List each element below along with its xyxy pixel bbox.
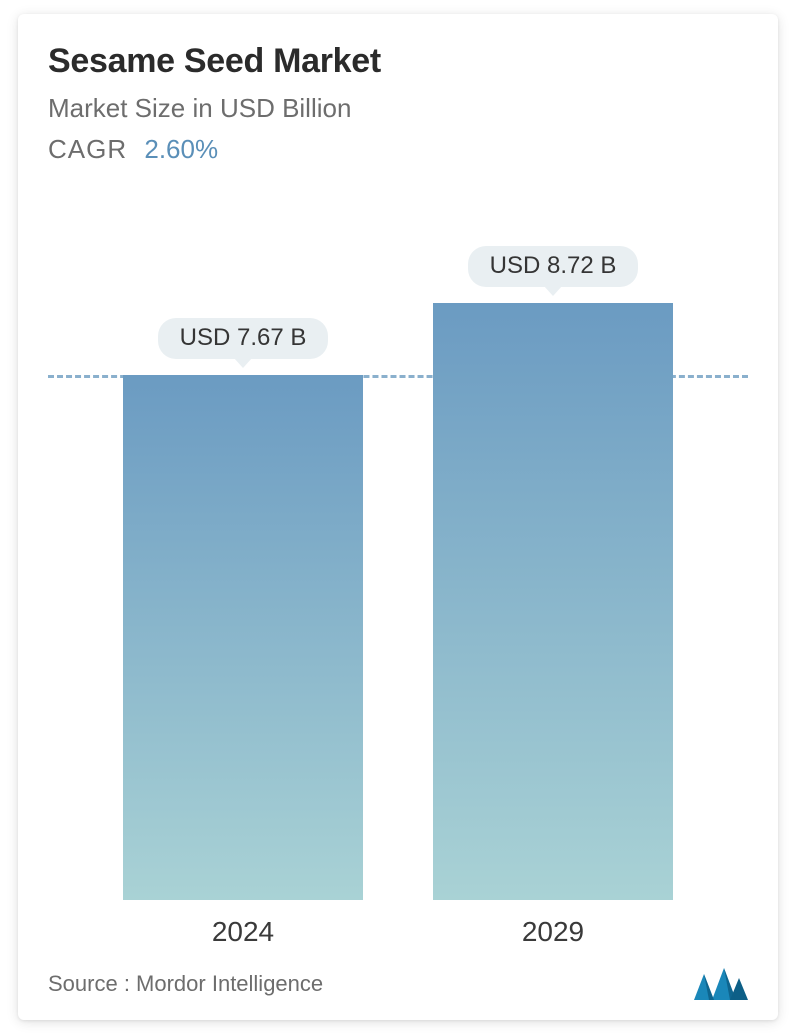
chart-card: Sesame Seed Market Market Size in USD Bi…	[18, 14, 778, 1020]
brand-logo-icon	[692, 966, 748, 1002]
chart-title: Sesame Seed Market	[48, 42, 748, 81]
x-axis-label: 2024	[123, 916, 363, 948]
value-pill: USD 7.67 B	[158, 318, 329, 359]
chart-subtitle: Market Size in USD Billion	[48, 93, 748, 124]
chart-footer: Source : Mordor Intelligence	[48, 966, 748, 1002]
bar	[123, 375, 363, 900]
bar-column: USD 8.72 B	[433, 246, 673, 900]
bars-container: USD 7.67 B USD 8.72 B	[48, 214, 748, 900]
cagr-label: CAGR	[48, 134, 127, 164]
chart-area: USD 7.67 B USD 8.72 B	[48, 214, 748, 900]
x-axis-labels: 2024 2029	[48, 916, 748, 948]
source-text: Source : Mordor Intelligence	[48, 971, 323, 997]
cagr-row: CAGR 2.60%	[48, 134, 748, 165]
bar-column: USD 7.67 B	[123, 318, 363, 900]
x-axis-label: 2029	[433, 916, 673, 948]
cagr-value: 2.60%	[144, 134, 218, 164]
value-pill: USD 8.72 B	[468, 246, 639, 287]
bar	[433, 303, 673, 900]
